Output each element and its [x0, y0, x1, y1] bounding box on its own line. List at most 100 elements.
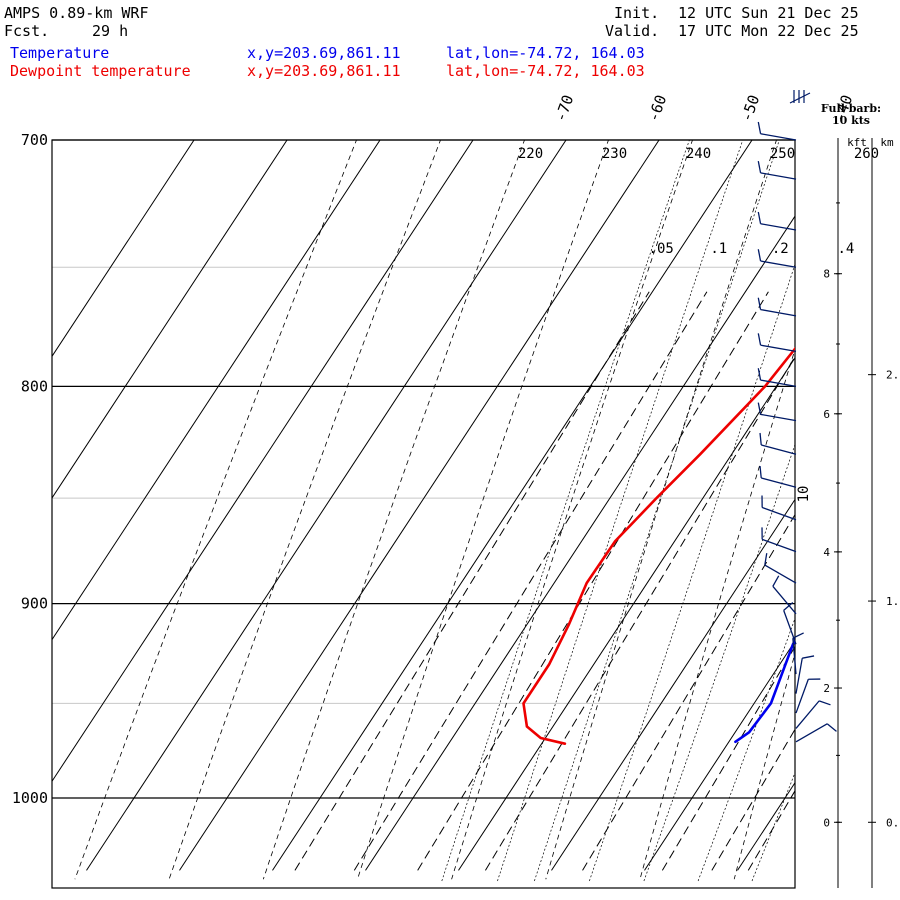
- potential-temp-label: 260: [854, 146, 879, 162]
- wind-barb-staff: [760, 260, 797, 268]
- isotherm-line: [52, 140, 474, 783]
- pressure-label: 800: [21, 377, 48, 395]
- dry-adiabat-line: [74, 140, 357, 880]
- mixing-ratio-line: [417, 291, 769, 871]
- mixing-ratio-label: .2: [772, 241, 789, 257]
- barb-key-line2: 10 kts: [831, 114, 871, 127]
- mixing-ratio-label: .1: [710, 241, 727, 257]
- isotherm-line: [737, 781, 795, 871]
- km-tick-label: 0.: [886, 816, 899, 829]
- wind-barb-feather: [757, 368, 762, 381]
- isotherm-line: [52, 140, 381, 641]
- potential-temp-label: 230: [602, 146, 627, 162]
- dry-adiabat-line: [168, 140, 441, 880]
- mixing-ratio-line: [485, 355, 795, 871]
- wind-barb-feather: [802, 655, 815, 659]
- forecast-hour: 29 h: [92, 22, 129, 40]
- wind-barb: [759, 465, 797, 488]
- moist-adiabat-line: [534, 140, 780, 882]
- valid-time: 17 UTC Mon 22 Dec 25: [678, 22, 859, 40]
- wind-barb: [757, 160, 797, 180]
- wind-barb-feather: [764, 553, 768, 566]
- wind-barb-staff: [760, 223, 797, 231]
- mixing-ratio-line: [294, 291, 650, 871]
- isotherm-line: [86, 140, 567, 871]
- wind-barb: [761, 495, 797, 521]
- legend-dewpoint-label: Dewpoint temperature: [10, 62, 191, 80]
- kft-axis-label: kft: [847, 136, 867, 149]
- isotherm-label: -40: [830, 92, 856, 124]
- pressure-label: 900: [21, 595, 48, 613]
- wind-barb-staff: [760, 172, 797, 180]
- wind-barb: [757, 333, 797, 353]
- isotherm-label: -50: [737, 92, 763, 124]
- wind-barb-staff: [760, 133, 797, 141]
- km-tick-label: 2.: [886, 369, 899, 382]
- dry-adiabat-line: [639, 348, 795, 880]
- kft-tick-label: 8: [823, 268, 830, 281]
- wind-barb-feather: [818, 700, 831, 706]
- wind-barb-staff: [783, 610, 797, 645]
- wind-barb: [795, 655, 815, 694]
- moist-adiabat-line: [643, 443, 795, 882]
- wind-barb: [757, 249, 797, 268]
- isotherm-line: [830, 113, 900, 870]
- wind-barb-staff: [760, 413, 797, 422]
- isotherm-line: [52, 140, 288, 499]
- dry-adiabat-line: [828, 114, 900, 880]
- moist-adiabat-line: [441, 140, 690, 882]
- km-axis-label: km: [880, 136, 894, 149]
- wind-barb-staff: [760, 344, 797, 353]
- wind-barb-staff: [761, 477, 797, 488]
- wind-barb: [757, 211, 797, 231]
- plot-frame: [51, 139, 796, 889]
- forecast-label: Fcst.: [4, 22, 50, 40]
- isotherm-line: [644, 640, 795, 871]
- wind-barb-staff: [761, 506, 797, 521]
- isotherm-line: [179, 140, 660, 871]
- legend-dewpoint-latlon: lat,lon=-74.72, 164.03: [446, 62, 645, 80]
- wind-barb-staff: [795, 679, 809, 714]
- legend-temperature-label: Temperature: [10, 44, 110, 62]
- isotherm-label: -60: [644, 92, 670, 124]
- isotherm-line: [272, 140, 753, 871]
- wind-barb-feather: [826, 723, 837, 732]
- kft-tick-label: 2: [823, 682, 830, 695]
- temperature-profile: [734, 638, 795, 744]
- wind-barb-feather: [757, 297, 762, 310]
- moist-adiabat-line: [751, 771, 795, 882]
- legend-temperature-xy: x,y=203.69,861.11: [247, 44, 401, 62]
- init-time: 12 UTC Sun 21 Dec 25: [678, 4, 859, 22]
- dry-adiabat-line: [451, 140, 693, 880]
- mixing-ratio-line: [582, 513, 795, 871]
- isotherm-label: -70: [551, 92, 577, 124]
- barb-key-staff: [789, 92, 811, 104]
- wind-barb: [795, 723, 837, 743]
- wind-barb-feather: [757, 211, 762, 224]
- barb-key-line1: Full barb:: [820, 102, 882, 115]
- wind-barb-staff: [760, 379, 797, 387]
- wind-barb-feather: [759, 432, 762, 446]
- wind-barb-feather: [757, 249, 762, 262]
- wind-barb: [792, 632, 804, 675]
- wind-barb-staff: [761, 444, 797, 455]
- wind-barb-staff: [795, 700, 820, 729]
- dry-adiabat-line: [733, 652, 795, 880]
- model-title: AMPS 0.89-km WRF: [4, 4, 149, 22]
- wind-barb: [757, 402, 797, 422]
- wind-barb-feather: [772, 575, 780, 587]
- wind-barb-staff: [795, 658, 803, 694]
- legend-temperature-latlon: lat,lon=-74.72, 164.03: [446, 44, 645, 62]
- wind-barb-feather: [757, 402, 762, 415]
- dewpoint-profile: [522, 346, 795, 745]
- wind-barb: [761, 527, 797, 553]
- wind-barb-feather: [783, 602, 794, 611]
- potential-temp-label: 220: [518, 146, 543, 162]
- mixing-ratio-line: [353, 291, 708, 871]
- wind-barb: [757, 297, 797, 317]
- wind-barb-staff: [792, 638, 797, 675]
- wind-barb: [772, 575, 797, 615]
- wind-barb-feather: [757, 121, 762, 134]
- dry-adiabat-line: [545, 140, 777, 880]
